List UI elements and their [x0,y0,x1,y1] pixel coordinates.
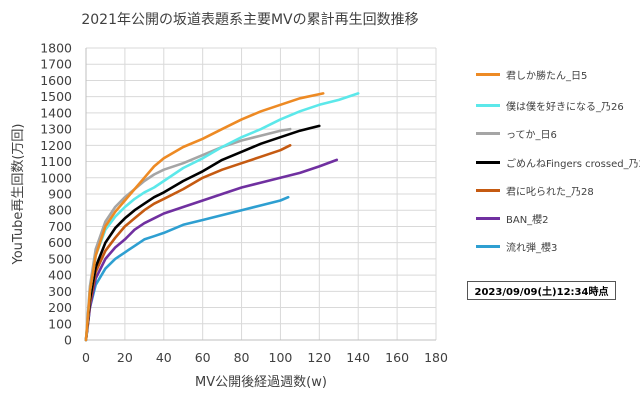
series-line-6 [84,195,290,342]
legend-label: ってか_日6 [506,129,557,141]
x-tick-label: 0 [82,350,90,365]
legend-label: BAN_櫻2 [506,214,549,226]
x-tick-label: 120 [307,350,331,365]
y-tick-label: 800 [48,203,72,218]
y-tick-label: 900 [48,187,72,202]
legend-item: 流れ弾_櫻3 [476,238,557,254]
y-tick-label: 1700 [40,57,72,72]
chart-title: 2021年公開の坂道表題系主要MVの累計再生回数推移 [81,12,419,28]
legend-label: 流れ弾_櫻3 [506,242,558,254]
x-tick-label: 40 [156,350,172,365]
legend-label: 僕は僕を好きになる_乃26 [506,101,624,113]
y-tick-label: 1100 [40,154,72,169]
legend-swatch [476,103,500,107]
y-tick-label: 1400 [40,105,72,120]
series-line-0 [84,92,325,342]
x-tick-label: 60 [195,350,211,365]
y-tick-label: 1200 [40,138,72,153]
y-tick-label: 1800 [40,41,72,56]
legend-item: 君に叱られた_乃28 [476,182,594,198]
tick-labels: 0100200300400500600700800900100011001200… [40,41,448,366]
y-tick-label: 200 [48,300,72,315]
x-tick-label: 140 [346,350,370,365]
x-tick-label: 100 [269,350,293,365]
y-tick-label: 400 [48,268,72,283]
legend-item: ってか_日6 [476,125,557,141]
y-tick-label: 1600 [40,73,72,88]
legend-label: 君しか勝たん_日5 [506,70,588,82]
y-tick-label: 1500 [40,89,72,104]
series-line-2 [84,127,292,342]
y-tick-label: 600 [48,235,72,250]
y-tick-label: 700 [48,219,72,234]
legend-item: 僕は僕を好きになる_乃26 [476,97,624,113]
series-line-4 [84,144,292,342]
legend-item: 君しか勝たん_日5 [476,66,587,82]
legend-swatch [476,160,500,164]
timestamp-box: 2023/09/09(土)12:34時点 [467,281,616,300]
legend-swatch [476,72,500,76]
y-tick-label: 100 [48,316,72,331]
legend-swatch [476,216,500,220]
x-axis-title: MV公開後経過週数(w) [195,375,327,390]
x-tick-label: 180 [424,350,448,365]
legend-swatch [476,244,500,248]
series-line-5 [84,158,339,342]
y-axis-title: YouTube再生回数(万回) [11,123,26,265]
y-tick-label: 300 [48,284,72,299]
series-line-3 [84,124,321,342]
legend-swatch [476,131,500,135]
legend-label: ごめんねFingers crossed_乃27 [506,158,640,170]
series-lines [84,92,360,342]
legend-label: 君に叱られた_乃28 [506,186,594,198]
y-tick-label: 1000 [40,170,72,185]
x-tick-label: 20 [117,350,133,365]
legend-item: BAN_櫻2 [476,210,549,226]
legend-swatch [476,188,500,192]
grid-lines [85,47,437,341]
y-tick-label: 500 [48,251,72,266]
y-tick-label: 0 [64,333,72,348]
y-tick-label: 1300 [40,122,72,137]
x-tick-label: 160 [385,350,409,365]
series-line-1 [84,92,360,342]
x-tick-label: 80 [234,350,250,365]
legend-item: ごめんねFingers crossed_乃27 [476,154,640,170]
